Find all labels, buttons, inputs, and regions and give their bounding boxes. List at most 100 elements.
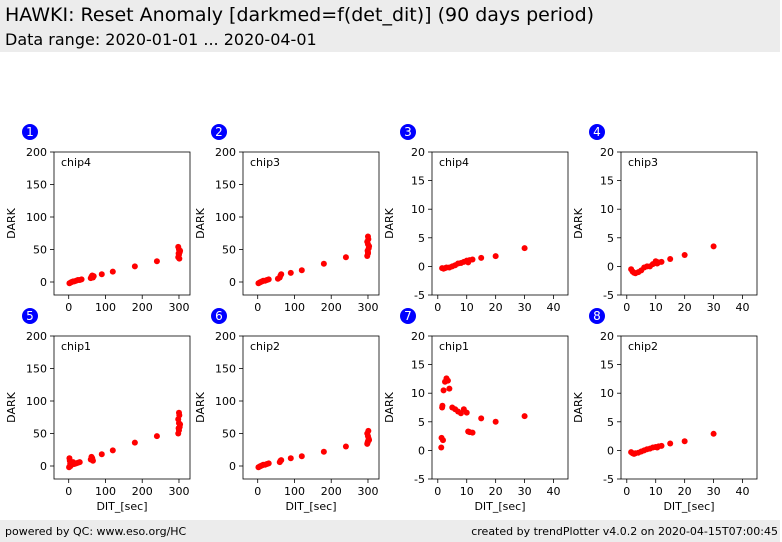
y-axis-label: DARK xyxy=(5,207,18,238)
chart-panel-3: 3 -5 0 5 10 15 20 0 10 20 30 40 chip4 DARK xyxy=(383,124,569,314)
data-point xyxy=(342,443,349,450)
data-point xyxy=(440,387,447,394)
x-tick-label: 40 xyxy=(736,485,750,498)
x-tick-label: 100 xyxy=(95,485,116,498)
x-tick-label: 300 xyxy=(168,301,189,314)
y-axis-label: DARK xyxy=(383,207,396,238)
x-tick-label: 200 xyxy=(132,485,153,498)
x-tick-label: 30 xyxy=(707,485,721,498)
x-axis-label: DIT_[sec] xyxy=(663,500,714,513)
y-tick-label: 50 xyxy=(33,244,47,257)
y-tick-label: 100 xyxy=(26,211,47,224)
plot-frame xyxy=(242,151,380,296)
plot-frame xyxy=(431,151,569,296)
data-point xyxy=(364,439,371,446)
panel-badge-number: 5 xyxy=(26,309,34,323)
panel-badge-number: 1 xyxy=(26,125,34,139)
data-point xyxy=(463,409,470,416)
y-tick-label: 0 xyxy=(607,444,614,457)
plot-frame xyxy=(431,335,569,480)
data-point xyxy=(365,427,372,434)
y-tick-label: 200 xyxy=(26,146,47,159)
chart-panel-6: 6 0 50 100 150 200 0 100 200 300 chip2 DARK DIT_[sec… xyxy=(194,308,380,513)
y-tick-label: 0 xyxy=(40,276,47,289)
x-tick-label: 20 xyxy=(678,485,692,498)
data-point xyxy=(681,251,688,258)
x-tick-label: 20 xyxy=(489,485,503,498)
plot-frame xyxy=(242,335,380,480)
y-axis-label: DARK xyxy=(572,391,585,422)
panel-badge xyxy=(211,124,227,140)
data-range-subtitle: Data range: 2020-01-01 ... 2020-04-01 xyxy=(5,30,317,49)
footer-credit-link[interactable]: powered by QC: www.eso.org/HC xyxy=(5,525,187,538)
x-axis-label: DIT_[sec] xyxy=(96,500,147,513)
y-tick-label: -5 xyxy=(603,289,614,302)
data-point xyxy=(98,271,105,278)
data-point xyxy=(89,457,96,464)
data-point xyxy=(153,433,160,440)
x-tick-label: 0 xyxy=(623,301,630,314)
panel-badge-number: 7 xyxy=(404,309,412,323)
y-tick-label: 20 xyxy=(600,330,614,343)
y-tick-label: 15 xyxy=(411,175,425,188)
y-tick-label: 10 xyxy=(600,387,614,400)
data-point xyxy=(342,254,349,261)
x-axis-label: DIT_[sec] xyxy=(474,500,525,513)
panel-badge-number: 8 xyxy=(593,309,601,323)
panel-badge-number: 4 xyxy=(593,125,601,139)
data-point xyxy=(469,429,476,436)
data-point xyxy=(320,260,327,267)
y-tick-label: 5 xyxy=(607,232,614,245)
chart-panel-1: 1 0 50 100 150 200 0 100 200 300 chip4 DARK xyxy=(5,124,191,314)
y-tick-label: 50 xyxy=(33,428,47,441)
chip-label: chip1 xyxy=(439,340,469,353)
y-tick-label: 50 xyxy=(222,244,236,257)
x-tick-label: 300 xyxy=(168,485,189,498)
x-tick-label: 30 xyxy=(518,301,532,314)
chart-panel-4: 4 -5 0 5 10 15 20 0 10 20 30 40 chip3 DARK xyxy=(572,124,758,314)
chip-label: chip4 xyxy=(61,156,91,169)
y-tick-label: 10 xyxy=(411,387,425,400)
x-tick-label: 0 xyxy=(254,485,261,498)
y-axis-label: DARK xyxy=(194,391,207,422)
y-tick-label: 5 xyxy=(418,232,425,245)
data-point xyxy=(175,250,182,257)
y-tick-label: 0 xyxy=(229,276,236,289)
chip-label: chip3 xyxy=(250,156,280,169)
x-tick-label: 0 xyxy=(65,301,72,314)
y-tick-label: 150 xyxy=(26,363,47,376)
y-tick-label: 50 xyxy=(222,428,236,441)
chip-label: chip3 xyxy=(628,156,658,169)
y-tick-label: -5 xyxy=(603,473,614,486)
y-tick-label: 15 xyxy=(600,359,614,372)
data-point xyxy=(131,263,138,270)
y-tick-label: 200 xyxy=(26,330,47,343)
y-tick-label: 15 xyxy=(600,175,614,188)
x-tick-label: 0 xyxy=(434,485,441,498)
x-tick-label: 20 xyxy=(678,301,692,314)
data-point xyxy=(153,258,160,265)
y-tick-label: 0 xyxy=(418,260,425,273)
data-point xyxy=(478,254,485,261)
y-tick-label: -5 xyxy=(414,289,425,302)
y-tick-label: 100 xyxy=(26,395,47,408)
data-point xyxy=(492,253,499,260)
data-point xyxy=(278,457,285,464)
data-point xyxy=(76,459,83,466)
panel-badge xyxy=(211,308,227,324)
data-point xyxy=(681,438,688,445)
x-tick-label: 30 xyxy=(707,301,721,314)
x-tick-label: 200 xyxy=(321,301,342,314)
panel-badge-number: 3 xyxy=(404,125,412,139)
y-tick-label: 0 xyxy=(40,460,47,473)
y-tick-label: 20 xyxy=(600,146,614,159)
data-point xyxy=(98,451,105,458)
x-tick-label: 300 xyxy=(357,485,378,498)
data-point xyxy=(521,245,528,252)
data-point xyxy=(364,250,371,257)
data-point xyxy=(469,256,476,263)
data-point xyxy=(175,409,182,416)
data-point xyxy=(265,460,272,467)
panel-badge xyxy=(589,308,605,324)
